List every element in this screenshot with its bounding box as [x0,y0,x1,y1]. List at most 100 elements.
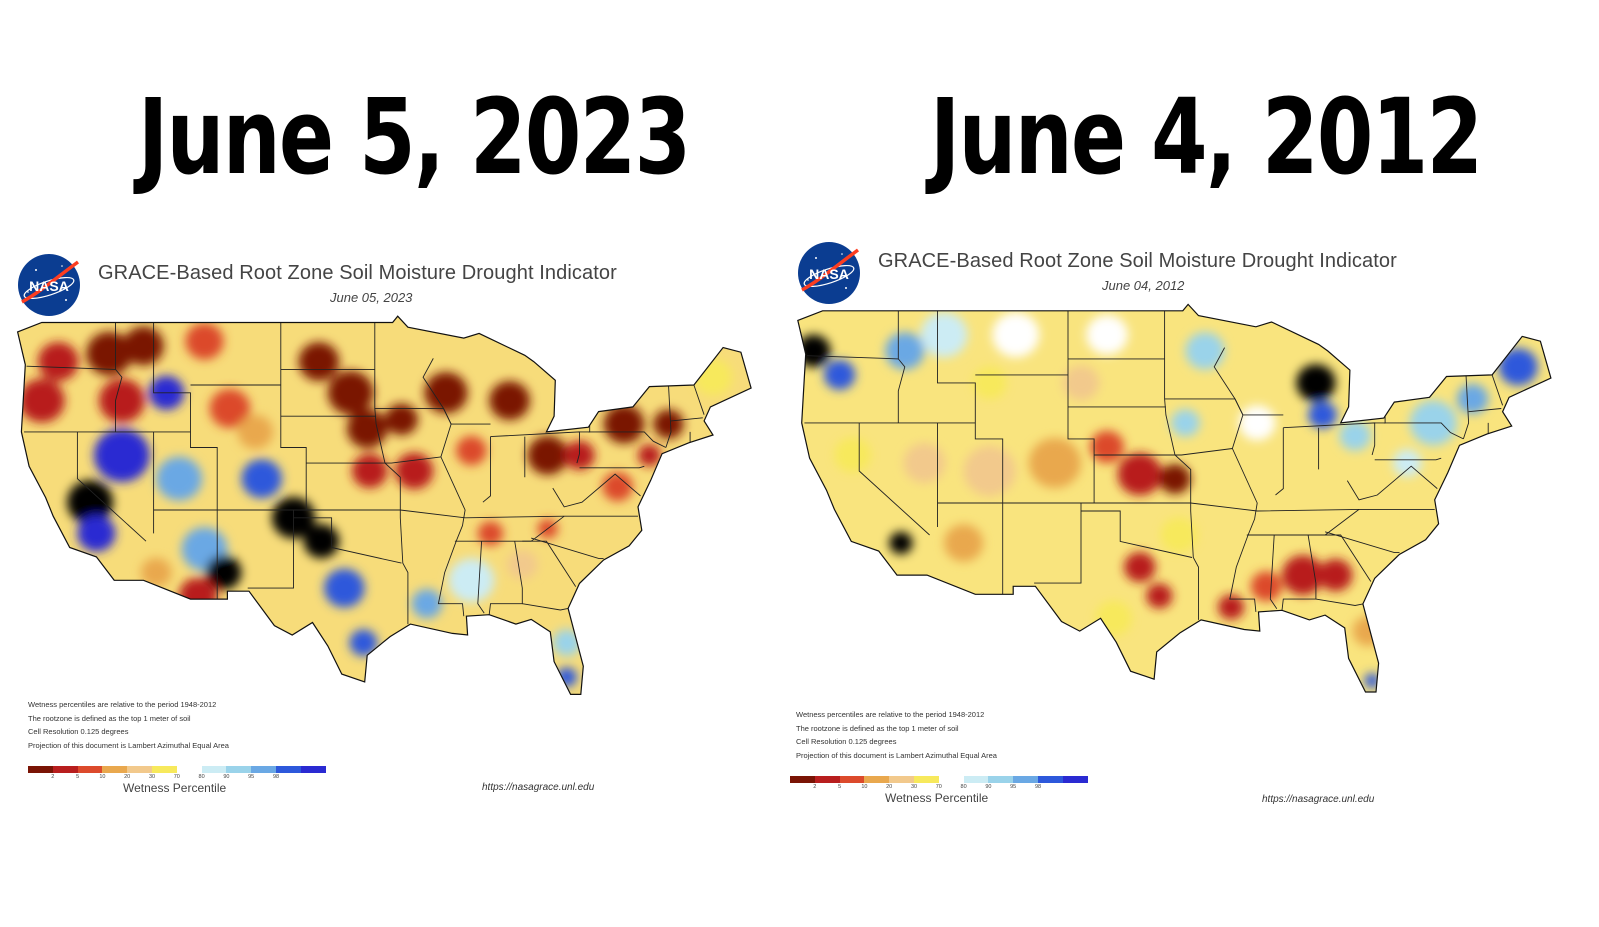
moisture-patch [1296,364,1336,402]
state-boundary [665,384,672,448]
nasa-logo: NASA [798,242,860,304]
legend-tick-label: 30 [148,774,156,780]
moisture-patch [834,437,871,473]
moisture-patch [944,524,984,562]
moisture-fill [797,304,1551,693]
legend-tick-label: 10 [99,774,106,780]
moisture-patch [179,577,218,615]
legend-tick-label: 30 [910,784,918,790]
country-outline [16,315,752,695]
map-note: The rootzone is defined as the top 1 met… [796,723,959,733]
nasa-logo-text: NASA [29,278,69,294]
legend-tick-label: 90 [223,774,230,780]
legend-swatch [963,776,989,783]
legend-tick-label: 20 [124,774,131,780]
state-boundary [1468,408,1502,413]
moisture-patch [638,444,661,467]
state-boundary [1315,598,1363,606]
moisture-patch [1146,583,1173,609]
moisture-patch [1159,464,1191,494]
moisture-patch [140,557,172,588]
state-boundary [1081,510,1193,558]
state-boundary [552,473,641,508]
legend-swatch [52,766,78,773]
map-note: Projection of this document is Lambert A… [796,750,997,760]
state-boundary [153,509,638,519]
moisture-patch [349,629,378,657]
legend-tick-label: 2 [51,774,55,780]
legend-ticks: 2 5 10 20 30 70 80 90 95 98 [28,773,326,782]
state-boundary [306,456,441,464]
nasa-logo: NASA [18,254,80,316]
state-boundary [1269,534,1278,609]
moisture-patch [424,372,468,414]
moisture-patch [1392,449,1422,477]
wetness-legend: 2 5 10 20 30 70 80 90 95 98 Wetness Percentile [790,776,1088,805]
moisture-patch [327,370,374,415]
moisture-patch [1124,552,1156,583]
moisture-patch [385,403,418,436]
map-note: Cell Resolution 0.125 degrees [28,727,129,736]
state-boundary [1491,374,1504,406]
drought-map-panel-2023: NASA GRACE-Based Root Zone Soil Moisture… [10,240,760,820]
moisture-patch [346,409,388,449]
moisture-patch [1238,405,1276,441]
legend-swatch [988,776,1014,783]
moisture-patch [992,312,1040,358]
drought-map-panel-2012: NASA GRACE-Based Root Zone Soil Moisture… [790,228,1560,828]
legend-color-bar [28,766,326,773]
moisture-patch [237,414,274,449]
legend-tick-label: 5 [838,784,842,790]
moisture-patch [1318,558,1353,592]
state-boundary [806,355,899,360]
state-boundary [937,310,1004,595]
source-url: https://nasagrace.unl.edu [482,782,595,793]
state-boundary [1275,427,1284,496]
legend-swatch [151,766,177,773]
moisture-patch [602,472,633,502]
moisture-patch [99,378,145,423]
state-boundary [1213,347,1258,612]
moisture-patch [552,629,581,657]
moisture-patch [298,342,340,382]
moisture-patch [885,332,925,370]
state-boundary [26,365,116,370]
moisture-patch [18,378,65,423]
legend-tick-label: 10 [861,784,868,790]
map-date: June 05, 2023 [330,290,413,305]
legend-tick-label: 95 [1010,784,1017,790]
date-headline-2023: June 5, 2023 [138,76,691,198]
state-boundary [1374,457,1442,461]
legend-tick-label: 2 [813,784,817,790]
legend-swatch [1013,776,1038,783]
legend-swatch [839,776,865,783]
legend-swatch [28,766,53,773]
state-boundary [1281,534,1317,611]
state-boundary [1315,534,1372,582]
state-boundary [422,358,466,617]
state-boundary [115,322,123,432]
country-outline [797,303,1552,693]
legend-swatch [226,766,252,773]
legend-swatch [1062,776,1088,783]
moisture-patch [963,446,1016,496]
legend-swatch [790,776,815,783]
legend-swatch [201,766,227,773]
legend-swatch [77,766,103,773]
legend-swatch [864,776,890,783]
state-boundary [293,517,402,564]
map-notes: Wetness percentiles are relative to the … [28,698,229,752]
map-note: Wetness percentiles are relative to the … [28,700,217,709]
state-boundary [531,537,604,559]
legend-swatch [102,766,128,773]
moisture-patch [303,524,340,559]
legend-swatch [127,766,152,773]
state-boundary [858,422,930,536]
legend-caption: Wetness Percentile [885,791,989,805]
moisture-patch [38,342,79,382]
legend-swatch [176,766,202,773]
moisture-patch [156,456,203,501]
legend-color-bar [790,776,1088,783]
moisture-patch [920,312,968,358]
legend-tick-label: 98 [1034,784,1042,790]
